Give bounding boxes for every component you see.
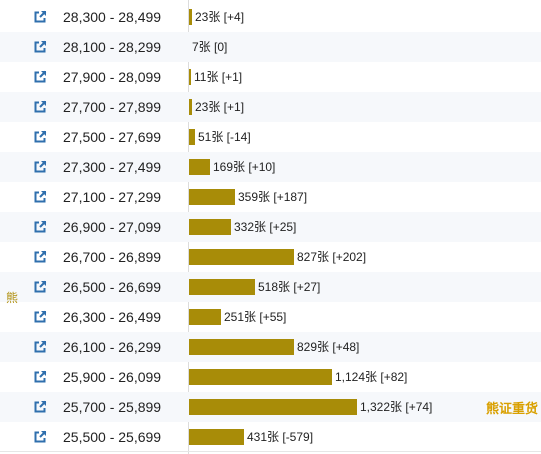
price-range-row: 26,100 - 26,299 829张 [+48] xyxy=(0,332,541,362)
quantity-bar xyxy=(189,99,192,115)
external-link-icon[interactable] xyxy=(33,130,47,144)
price-range-label: 27,300 - 27,499 xyxy=(63,159,162,175)
quantity-label: 169张 [+10] xyxy=(213,160,276,174)
price-range-row: 26,500 - 26,699 518张 [+27] xyxy=(0,272,541,302)
bottom-divider xyxy=(0,451,541,452)
price-range-label: 28,300 - 28,499 xyxy=(63,9,162,25)
price-range-row: 26,300 - 26,499 251张 [+55] xyxy=(0,302,541,332)
external-link-icon[interactable] xyxy=(33,250,47,264)
quantity-bar xyxy=(189,279,255,295)
quantity-label: 332张 [+25] xyxy=(234,220,297,234)
price-range-label: 27,500 - 27,699 xyxy=(63,129,162,145)
price-range-row: 27,700 - 27,899 23张 [+1] xyxy=(0,92,541,122)
quantity-bar xyxy=(189,129,195,145)
quantity-label: 827张 [+202] xyxy=(297,250,367,264)
price-range-label: 27,900 - 28,099 xyxy=(63,69,162,85)
quantity-bar xyxy=(189,9,192,25)
price-range-row: 25,900 - 26,099 1,124张 [+82] xyxy=(0,362,541,392)
quantity-label: 359张 [+187] xyxy=(238,190,308,204)
quantity-label: 431张 [-579] xyxy=(247,430,314,444)
external-link-icon[interactable] xyxy=(33,400,47,414)
price-range-label: 27,100 - 27,299 xyxy=(63,189,162,205)
price-range-row: 25,500 - 25,699 431张 [-579] xyxy=(0,422,541,452)
quantity-bar xyxy=(189,249,294,265)
quantity-label: 251张 [+55] xyxy=(224,310,287,324)
price-range-row: 27,900 - 28,099 11张 [+1] xyxy=(0,62,541,92)
external-link-icon[interactable] xyxy=(33,310,47,324)
quantity-bar xyxy=(189,189,235,205)
quantity-label: 23张 [+4] xyxy=(195,10,245,24)
quantity-label: 829张 [+48] xyxy=(297,340,360,354)
quantity-bar xyxy=(189,219,231,235)
quantity-bar xyxy=(189,369,332,385)
quantity-label: 7张 [0] xyxy=(192,40,228,54)
external-link-icon[interactable] xyxy=(33,10,47,24)
quantity-bar xyxy=(189,399,357,415)
price-range-label: 25,700 - 25,899 xyxy=(63,399,162,415)
external-link-icon[interactable] xyxy=(33,40,47,54)
price-range-label: 26,900 - 27,099 xyxy=(63,219,162,235)
external-link-icon[interactable] xyxy=(33,190,47,204)
external-link-icon[interactable] xyxy=(33,370,47,384)
price-range-row: 25,700 - 25,899 1,322张 [+74] xyxy=(0,392,541,422)
price-range-row: 26,900 - 27,099 332张 [+25] xyxy=(0,212,541,242)
price-range-label: 25,900 - 26,099 xyxy=(63,369,162,385)
price-range-row: 28,300 - 28,499 23张 [+4] xyxy=(0,2,541,32)
price-range-row: 27,100 - 27,299 359张 [+187] xyxy=(0,182,541,212)
quantity-bar xyxy=(189,429,244,445)
price-range-row: 28,100 - 28,299 7张 [0] xyxy=(0,32,541,62)
quantity-bar xyxy=(189,339,294,355)
price-range-label: 26,300 - 26,499 xyxy=(63,309,162,325)
price-range-row: 26,700 - 26,899 827张 [+202] xyxy=(0,242,541,272)
quantity-bar xyxy=(189,309,221,325)
quantity-label: 1,322张 [+74] xyxy=(360,400,433,414)
price-range-label: 25,500 - 25,699 xyxy=(63,429,162,445)
price-range-row: 27,500 - 27,699 51张 [-14] xyxy=(0,122,541,152)
quantity-label: 518张 [+27] xyxy=(258,280,321,294)
external-link-icon[interactable] xyxy=(33,280,47,294)
external-link-icon[interactable] xyxy=(33,340,47,354)
external-link-icon[interactable] xyxy=(33,220,47,234)
price-range-label: 28,100 - 28,299 xyxy=(63,39,162,55)
price-range-row: 27,300 - 27,499 169张 [+10] xyxy=(0,152,541,182)
price-range-label: 26,100 - 26,299 xyxy=(63,339,162,355)
quantity-bar xyxy=(189,159,210,175)
quantity-label: 1,124张 [+82] xyxy=(335,370,408,384)
bear-side-label: 熊 xyxy=(6,291,19,305)
external-link-icon[interactable] xyxy=(33,160,47,174)
price-range-label: 26,500 - 26,699 xyxy=(63,279,162,295)
quantity-bar xyxy=(189,69,191,85)
quantity-label: 51张 [-14] xyxy=(198,130,251,144)
quantity-label: 23张 [+1] xyxy=(195,100,245,114)
external-link-icon[interactable] xyxy=(33,100,47,114)
price-range-label: 26,700 - 26,899 xyxy=(63,249,162,265)
external-link-icon[interactable] xyxy=(33,70,47,84)
external-link-icon[interactable] xyxy=(33,430,47,444)
heavy-bear-tag: 熊证重货 xyxy=(486,401,539,416)
quantity-label: 11张 [+1] xyxy=(194,70,243,84)
price-range-label: 27,700 - 27,899 xyxy=(63,99,162,115)
